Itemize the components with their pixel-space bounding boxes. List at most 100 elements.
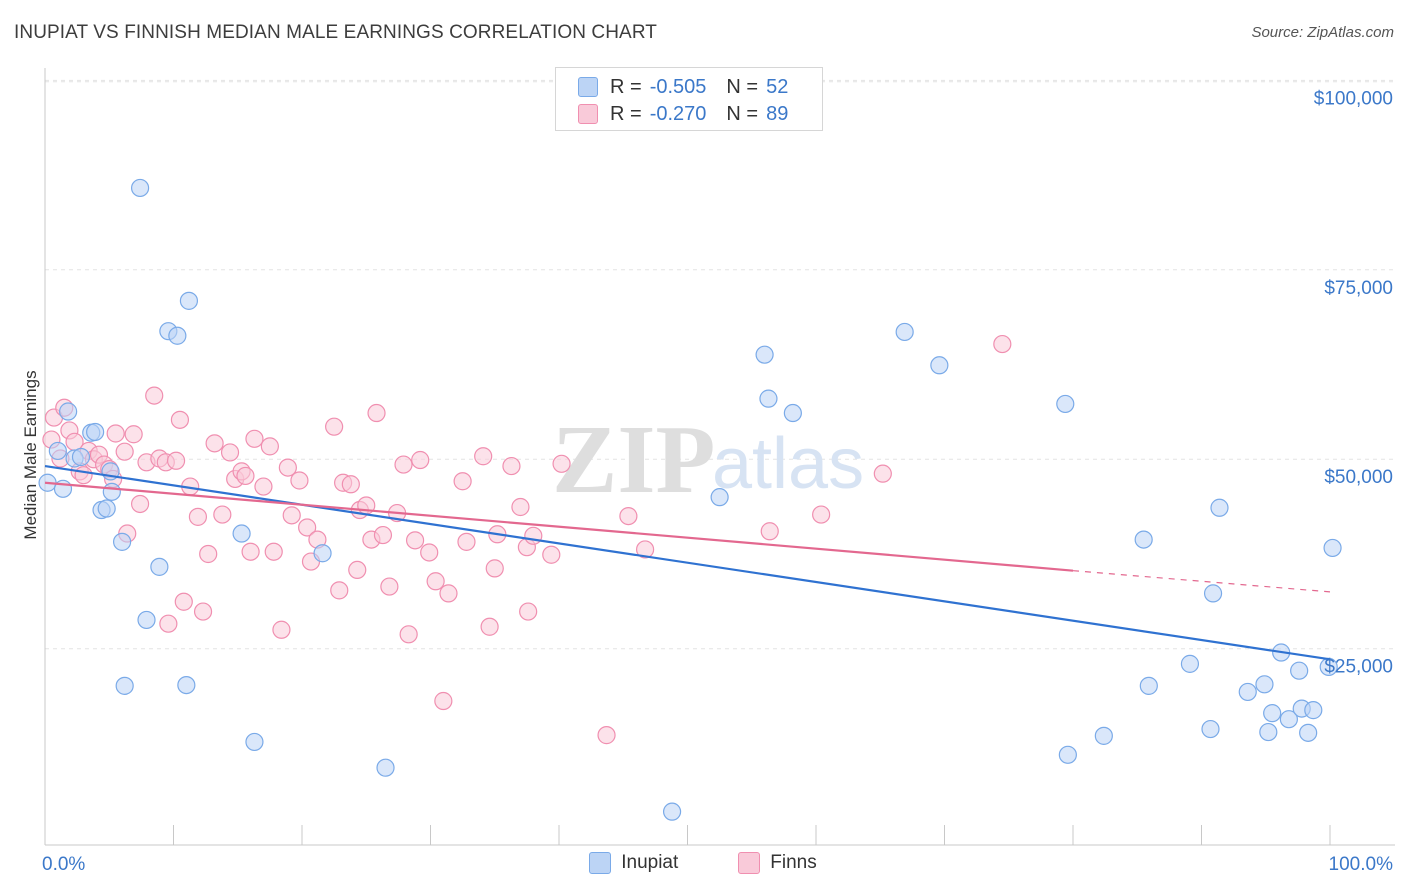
inupiat-point bbox=[1279, 710, 1298, 729]
inupiat-point bbox=[232, 524, 251, 543]
inupiat-point bbox=[895, 322, 914, 342]
inupiat-point bbox=[245, 732, 264, 752]
series-swatch-finns bbox=[738, 852, 761, 874]
finns-point bbox=[760, 522, 779, 541]
legend-r-value-finns: -0.270 bbox=[649, 102, 707, 125]
finns-point bbox=[298, 518, 317, 537]
inupiat-point bbox=[97, 499, 116, 518]
inupiat-point bbox=[783, 403, 802, 423]
finns-point bbox=[124, 425, 143, 444]
finns-point bbox=[282, 506, 301, 525]
y-axis-label: Median Male Earnings bbox=[21, 370, 40, 539]
finns-point bbox=[434, 691, 453, 711]
inupiat-point bbox=[102, 482, 121, 501]
finns-point bbox=[245, 429, 264, 448]
trend-lines bbox=[44, 464, 1331, 661]
inupiat-point bbox=[1255, 675, 1274, 694]
finns-point bbox=[166, 451, 186, 470]
inupiat-point bbox=[112, 532, 132, 551]
inupiat-point bbox=[1056, 394, 1075, 414]
legend-swatch-finns bbox=[578, 104, 598, 124]
legend-row-finns: R = -0.270 N = 89 bbox=[578, 101, 808, 127]
inupiat-point bbox=[179, 291, 199, 310]
inupiat-point bbox=[1323, 538, 1342, 558]
inupiat-point bbox=[177, 675, 196, 695]
finns-point bbox=[453, 472, 472, 491]
inupiat-point bbox=[1238, 682, 1257, 702]
finns-point bbox=[241, 542, 260, 561]
inupiat-point bbox=[1304, 701, 1323, 720]
inupiat-point bbox=[1263, 704, 1282, 723]
finns-point bbox=[394, 455, 413, 474]
inupiat-point bbox=[1180, 654, 1200, 673]
finns-point bbox=[619, 506, 638, 526]
finns-point bbox=[542, 545, 561, 564]
finns-point bbox=[325, 417, 344, 436]
axis-labels: $25,000 $50,000 $75,000 $100,000 0.0% 100.0% M… bbox=[21, 88, 1393, 875]
legend-n-label: N = bbox=[726, 75, 759, 98]
inupiat-point bbox=[59, 402, 78, 421]
watermark-zip: ZIP bbox=[552, 406, 715, 514]
inupiat-point bbox=[48, 441, 67, 461]
finns-point bbox=[635, 540, 655, 559]
legend-n-label: N = bbox=[726, 102, 759, 125]
inupiat-point bbox=[755, 345, 774, 364]
y-tick-label: $25,000 bbox=[1324, 657, 1393, 678]
inupiat-point bbox=[313, 544, 332, 563]
finns-point bbox=[130, 494, 150, 514]
finns-point bbox=[236, 466, 255, 486]
series-legend-inupiat[interactable]: Inupiat bbox=[589, 852, 678, 874]
finns-point bbox=[278, 458, 297, 477]
finns-points bbox=[42, 334, 1012, 745]
finns-point bbox=[552, 454, 571, 473]
inupiat-point bbox=[1299, 723, 1318, 742]
y-tick-label: $100,000 bbox=[1314, 88, 1393, 109]
legend-r-value-inupiat: -0.505 bbox=[649, 75, 707, 98]
inupiat-point bbox=[710, 488, 729, 507]
finns-point bbox=[264, 542, 283, 561]
finns-point bbox=[485, 559, 504, 578]
finns-point bbox=[205, 434, 224, 453]
finns-point bbox=[199, 544, 218, 564]
finns-point bbox=[272, 620, 291, 639]
inupiat-trend-line bbox=[44, 464, 1331, 661]
series-legend-finns[interactable]: Finns bbox=[738, 852, 817, 874]
finns-point bbox=[290, 471, 309, 490]
inupiat-point bbox=[137, 610, 156, 630]
inupiat-point bbox=[1139, 676, 1158, 695]
inupiat-point bbox=[1203, 584, 1223, 603]
finns-point bbox=[341, 475, 360, 494]
finns-point bbox=[480, 617, 499, 636]
finns-point bbox=[193, 602, 213, 621]
x-tick-label-max: 100.0% bbox=[1329, 854, 1394, 875]
legend-row-inupiat: R = -0.505 N = 52 bbox=[578, 74, 808, 100]
legend-n-value-finns: 89 bbox=[766, 102, 789, 125]
finns-point bbox=[411, 450, 430, 470]
inupiat-point bbox=[71, 447, 91, 467]
legend-r-label: R = bbox=[610, 75, 642, 98]
finns-point bbox=[524, 526, 543, 545]
finns-point bbox=[74, 466, 93, 485]
series-swatch-inupiat bbox=[589, 852, 612, 874]
finns-point bbox=[439, 584, 458, 603]
finns-point bbox=[174, 592, 193, 611]
legend-n-value-inupiat: 52 bbox=[766, 75, 789, 98]
finns-point bbox=[474, 447, 493, 466]
legend-r-label: R = bbox=[610, 102, 642, 125]
legend-swatch-inupiat bbox=[578, 77, 598, 97]
inupiat-point bbox=[1201, 719, 1220, 739]
inupiat-point bbox=[662, 802, 682, 821]
finns-point bbox=[373, 525, 393, 545]
finns-point bbox=[115, 442, 134, 461]
axis-layer bbox=[44, 68, 1395, 846]
finns-point bbox=[330, 581, 349, 600]
inupiat-point bbox=[1290, 661, 1309, 680]
inupiat-point bbox=[130, 178, 150, 198]
inupiat-point bbox=[1210, 498, 1229, 517]
finns-point bbox=[170, 410, 190, 429]
finns-point bbox=[145, 386, 164, 405]
finns-point bbox=[502, 456, 521, 476]
finns-point bbox=[812, 505, 831, 524]
finns-point bbox=[188, 507, 208, 526]
